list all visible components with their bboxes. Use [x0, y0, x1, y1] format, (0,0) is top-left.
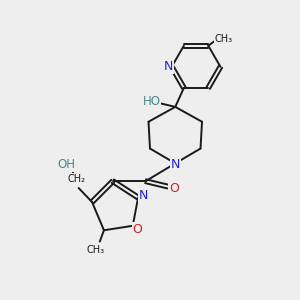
- Text: O: O: [133, 223, 142, 236]
- Text: HO: HO: [142, 95, 160, 108]
- Text: CH₃: CH₃: [87, 245, 105, 256]
- Text: N: N: [139, 189, 148, 202]
- Text: O: O: [169, 182, 179, 195]
- Text: OH: OH: [57, 158, 75, 171]
- Text: CH₂: CH₂: [67, 174, 85, 184]
- Text: N: N: [171, 158, 180, 171]
- Text: N: N: [164, 60, 173, 73]
- Text: CH₃: CH₃: [215, 34, 233, 44]
